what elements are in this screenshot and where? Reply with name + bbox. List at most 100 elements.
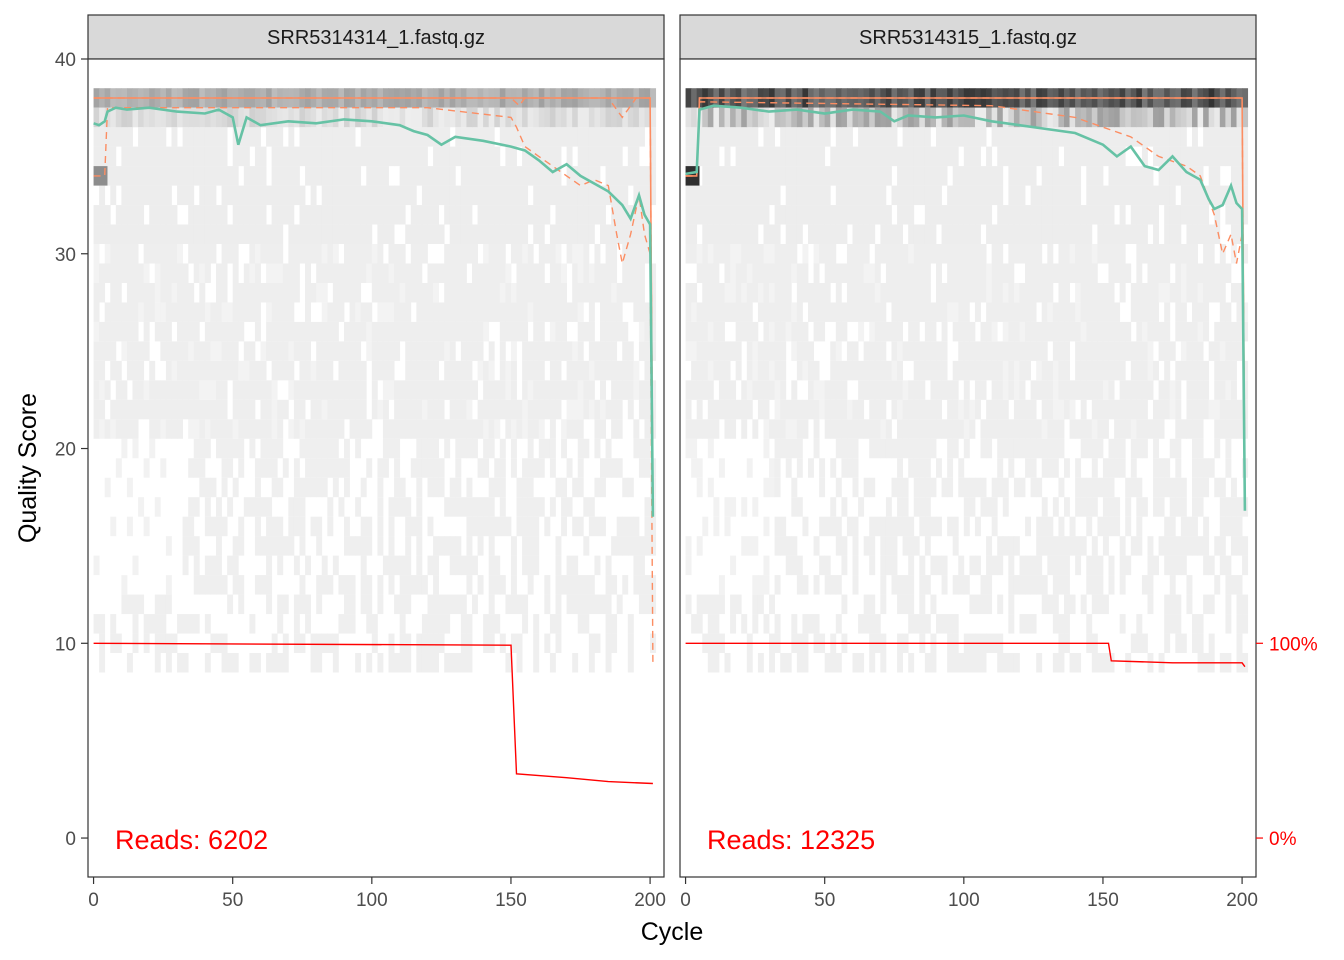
heatmap-cell xyxy=(388,205,395,225)
heatmap-cell xyxy=(121,224,128,245)
heatmap-cell xyxy=(516,224,523,245)
heatmap-cell xyxy=(433,653,440,673)
heatmap-cell xyxy=(1036,282,1043,303)
heatmap-cell xyxy=(713,516,720,537)
heatmap-cell xyxy=(969,127,976,147)
heatmap-cell xyxy=(466,341,473,361)
heatmap-cell xyxy=(1192,341,1198,361)
heatmap-cell xyxy=(293,555,300,576)
heatmap-cell xyxy=(410,205,417,225)
heatmap-cell xyxy=(852,302,859,322)
heatmap-cell xyxy=(477,458,484,478)
heatmap-cell xyxy=(880,438,887,459)
heatmap-cell xyxy=(577,458,584,478)
heatmap-cell xyxy=(908,166,915,186)
heatmap-cell xyxy=(696,458,703,478)
heatmap-cell xyxy=(1169,575,1176,595)
heatmap-cell xyxy=(377,341,384,361)
heatmap-cell xyxy=(785,107,792,128)
heatmap-cell xyxy=(757,575,764,595)
heatmap-cell xyxy=(952,419,959,439)
heatmap-cell xyxy=(349,205,356,225)
heatmap-cell xyxy=(852,244,859,264)
heatmap-cell xyxy=(254,458,261,478)
heatmap-cell xyxy=(177,653,184,673)
heatmap-cell xyxy=(382,185,389,206)
heatmap-cell xyxy=(338,399,345,420)
heatmap-cell xyxy=(841,302,848,322)
heatmap-cell xyxy=(254,302,261,322)
heatmap-cell xyxy=(1186,146,1193,167)
heatmap-cell xyxy=(455,380,462,400)
heatmap-cell xyxy=(561,438,568,459)
heatmap-cell xyxy=(611,302,618,322)
heatmap-cell xyxy=(1114,360,1121,381)
heatmap-cell xyxy=(566,360,573,381)
heatmap-cell xyxy=(555,555,562,576)
heatmap-cell xyxy=(785,458,792,478)
heatmap-cell xyxy=(538,166,545,186)
heatmap-cell xyxy=(288,244,295,264)
heatmap-cell xyxy=(605,244,612,264)
heatmap-cell xyxy=(160,107,167,128)
heatmap-cell xyxy=(238,438,245,459)
heatmap-cell xyxy=(1119,224,1126,245)
heatmap-cell xyxy=(355,282,362,303)
heatmap-cell xyxy=(819,458,826,478)
heatmap-cell xyxy=(115,263,122,283)
heatmap-cell xyxy=(858,419,865,439)
heatmap-cell xyxy=(924,536,931,556)
heatmap-cell xyxy=(1136,497,1143,517)
heatmap-cell xyxy=(165,399,172,420)
heatmap-cell xyxy=(874,166,881,186)
heatmap-cell xyxy=(438,633,445,654)
heatmap-cell xyxy=(769,107,776,128)
heatmap-cell xyxy=(869,438,876,459)
heatmap-cell xyxy=(182,341,189,361)
heatmap-cell xyxy=(472,107,478,128)
heatmap-cell xyxy=(577,341,584,361)
heatmap-cell xyxy=(583,594,590,615)
heatmap-cell xyxy=(538,282,545,303)
heatmap-cell xyxy=(143,244,150,264)
heatmap-cell xyxy=(1108,244,1115,264)
heatmap-cell xyxy=(741,263,748,283)
heatmap-cell xyxy=(902,380,909,400)
heatmap-cell xyxy=(277,653,284,673)
heatmap-cell xyxy=(377,360,384,381)
heatmap-cell xyxy=(416,107,423,128)
heatmap-cell xyxy=(1225,438,1232,459)
heatmap-cell xyxy=(863,282,870,303)
heatmap-cell xyxy=(99,185,106,206)
heatmap-cell xyxy=(433,282,440,303)
heatmap-cell xyxy=(1136,185,1143,206)
heatmap-cell xyxy=(433,458,440,478)
heatmap-cell xyxy=(510,633,517,654)
heatmap-cell xyxy=(991,302,998,322)
heatmap-cell xyxy=(1102,594,1109,615)
heatmap-cell xyxy=(204,575,211,595)
heatmap-cell xyxy=(1097,555,1104,576)
heatmap-cell xyxy=(958,458,965,478)
heatmap-cell xyxy=(986,263,993,283)
heatmap-cell xyxy=(210,419,217,439)
heatmap-cell xyxy=(902,438,909,459)
heatmap-cell xyxy=(583,244,590,264)
heatmap-cell xyxy=(199,380,206,400)
heatmap-cell xyxy=(1064,399,1070,420)
heatmap-cell xyxy=(1186,166,1193,186)
heatmap-cell xyxy=(266,458,273,478)
heatmap-cell xyxy=(349,146,356,167)
heatmap-cell xyxy=(132,224,139,245)
heatmap-cell xyxy=(1225,380,1232,400)
heatmap-cell xyxy=(427,185,434,206)
heatmap-cell xyxy=(919,263,926,283)
heatmap-cell xyxy=(1141,166,1148,186)
heatmap-cell xyxy=(477,516,484,537)
heatmap-cell xyxy=(410,419,417,439)
heatmap-cell xyxy=(299,399,306,420)
heatmap-cell xyxy=(143,224,150,245)
heatmap-cell xyxy=(780,341,787,361)
heatmap-cell xyxy=(266,224,273,245)
heatmap-cell xyxy=(819,166,826,186)
